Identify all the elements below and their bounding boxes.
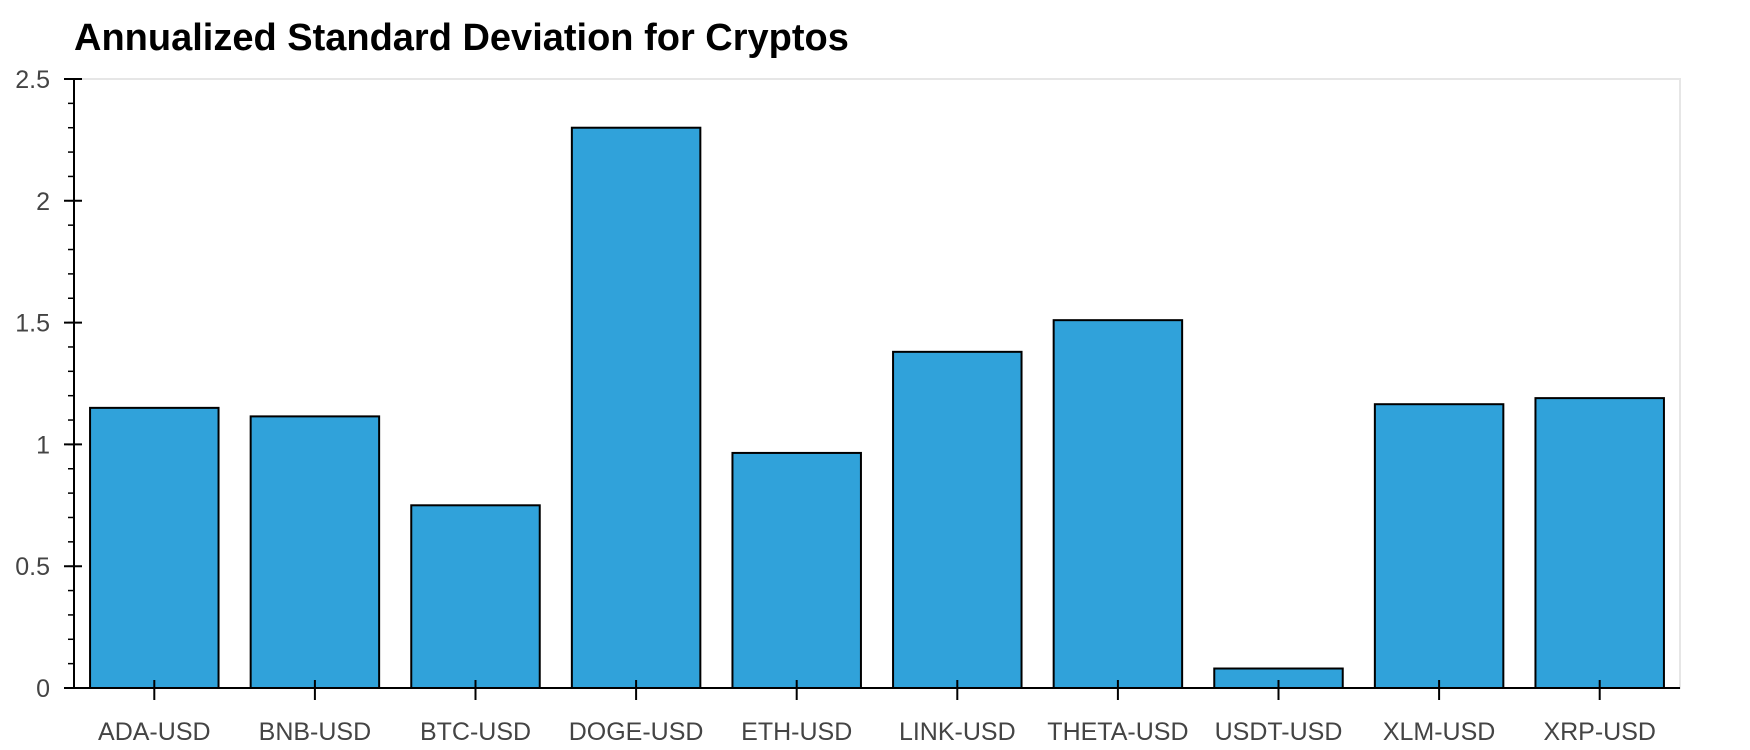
y-tick-label: 1: [36, 431, 50, 459]
x-tick-label: XRP-USD: [1543, 718, 1656, 746]
bar-btc-usd: [410, 504, 541, 689]
bar-link-usd: [892, 350, 1023, 689]
x-tick-label: USDT-USD: [1215, 718, 1343, 746]
x-tick-label: LINK-USD: [899, 718, 1016, 746]
y-tick-label: 0.5: [15, 553, 50, 581]
x-tick-label: THETA-USD: [1047, 718, 1188, 746]
x-tick-label: DOGE-USD: [569, 718, 704, 746]
y-tick-label: 2.5: [15, 66, 50, 94]
x-tick-label: ETH-USD: [741, 718, 852, 746]
x-tick-label: BTC-USD: [420, 718, 531, 746]
y-tick-label: 2: [36, 188, 50, 216]
bars-layer: [89, 126, 1665, 690]
x-tick-label: BNB-USD: [259, 718, 372, 746]
bar-eth-usd: [731, 451, 862, 689]
y-tick-label: 0: [36, 675, 50, 703]
bar-xlm-usd: [1373, 403, 1505, 689]
bar-doge-usd: [570, 126, 702, 690]
bar-bnb-usd: [249, 415, 381, 689]
chart-title: Annualized Standard Deviation for Crypto…: [74, 17, 849, 59]
bar-theta-usd: [1052, 319, 1184, 689]
x-tick-label: ADA-USD: [98, 718, 211, 746]
y-tick-label: 1.5: [15, 310, 50, 338]
bar-xrp-usd: [1534, 397, 1665, 689]
bar-ada-usd: [89, 406, 220, 689]
x-tick-label: XLM-USD: [1383, 718, 1496, 746]
axes-layer: ADA-USD BNB-USD BTC-USD DOGE-USD ETH-USD LINK…: [15, 66, 1680, 746]
